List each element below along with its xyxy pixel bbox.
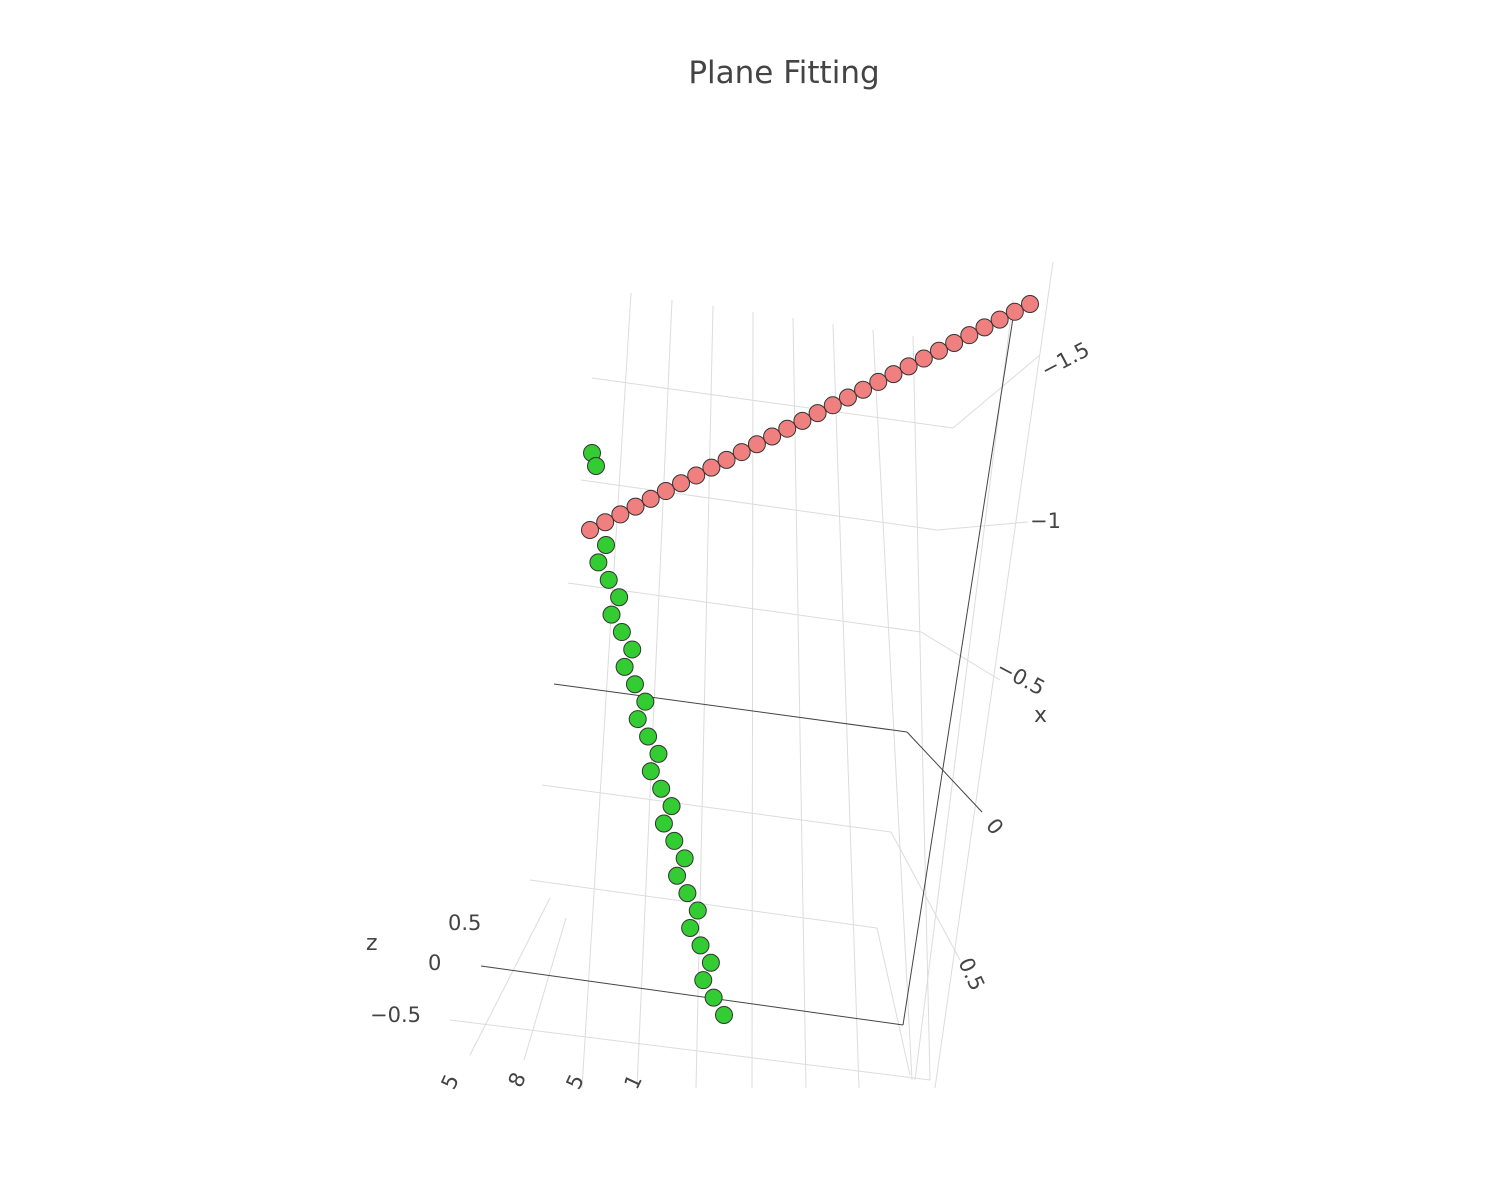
plane-1-point	[673, 475, 690, 492]
plane-2-point	[613, 624, 630, 641]
z-tick-label: 0.5	[448, 911, 481, 935]
plane-2-point	[676, 850, 693, 867]
plane-2-point	[603, 606, 620, 623]
plane-1-point	[809, 405, 826, 422]
plane-2-point	[653, 780, 670, 797]
plane-1-point	[839, 389, 856, 406]
plane-2-point	[637, 693, 654, 710]
chart-title: Plane Fitting	[688, 55, 879, 91]
z-tick-label: 0	[428, 951, 441, 975]
plane-2-point	[629, 711, 646, 728]
plane-2-point	[626, 676, 643, 693]
plane-1-point	[688, 467, 705, 484]
plane-2-point	[590, 554, 607, 571]
x-tick-label: −0.5	[993, 655, 1049, 700]
plane-1-point	[824, 397, 841, 414]
plane-2-point	[642, 763, 659, 780]
x-axis-ticks: −1.5 −1 −0.5 0 0.5	[953, 337, 1093, 994]
x-tick-label: −1	[1030, 509, 1061, 533]
plane-2-point	[588, 458, 605, 475]
x-tick-label: 0	[981, 814, 1008, 840]
plane-2-point	[666, 832, 683, 849]
plane-2-point	[600, 571, 617, 588]
x-axis-title: x	[1034, 703, 1047, 728]
plane-1-point	[855, 381, 872, 398]
plane-1-point	[703, 459, 720, 476]
x-tick-label: −1.5	[1037, 337, 1093, 382]
y-tick-label: 5	[436, 1071, 463, 1093]
plane-2-point	[689, 902, 706, 919]
plane-1-point	[733, 444, 750, 461]
plane-2-point	[640, 728, 657, 745]
plane-1-point	[582, 522, 599, 539]
scatter-markers	[582, 296, 1039, 1024]
plane-1-point	[900, 358, 917, 375]
z-tick-label: −0.5	[370, 1003, 421, 1027]
y-tick-label: 1	[619, 1071, 646, 1093]
plane-2-point	[611, 589, 628, 606]
plane-2-point	[624, 641, 641, 658]
plane-1-point	[870, 373, 887, 390]
plane-1-point	[915, 350, 932, 367]
plane-2-point	[705, 989, 722, 1006]
plane-1-point	[930, 342, 947, 359]
y-tick-label: 5	[561, 1071, 588, 1093]
z-axis-title: z	[366, 931, 378, 956]
plane-1-point	[779, 420, 796, 437]
plane-2-point	[695, 972, 712, 989]
plane-1-point	[612, 506, 629, 523]
plane-2-point	[692, 937, 709, 954]
plane-1-point	[1022, 296, 1039, 313]
plane-2-point	[616, 658, 633, 675]
plane-1-point	[657, 483, 674, 500]
plane-1-point	[1006, 303, 1023, 320]
plane-2-point	[650, 745, 667, 762]
x-tick-label: 0.5	[953, 954, 989, 994]
plane-1-point	[794, 412, 811, 429]
plane-2-point	[679, 885, 696, 902]
plane-2-point	[655, 815, 672, 832]
y-axis-ticks: 5 8 5 1	[436, 1069, 646, 1093]
plane-2-point	[702, 954, 719, 971]
plane-2-point	[669, 867, 686, 884]
plane-2-point	[598, 537, 615, 554]
plane-1-point	[748, 436, 765, 453]
plane-1-point	[976, 319, 993, 336]
plane-1-point	[991, 311, 1008, 328]
plane-1-point	[961, 327, 978, 344]
plane-1-point	[885, 366, 902, 383]
y-tick-label: 8	[503, 1069, 530, 1091]
plane-2-point	[682, 919, 699, 936]
plane-2-point	[716, 1007, 733, 1024]
plane-1-point	[946, 334, 963, 351]
plane-1-point	[627, 498, 644, 515]
z-axis-ticks: 0.5 0 −0.5	[370, 911, 481, 1027]
plane-1-point	[597, 514, 614, 531]
plane-1-point	[764, 428, 781, 445]
plane-1-point	[718, 451, 735, 468]
plane-2-point	[663, 798, 680, 815]
plane-1-point	[642, 490, 659, 507]
